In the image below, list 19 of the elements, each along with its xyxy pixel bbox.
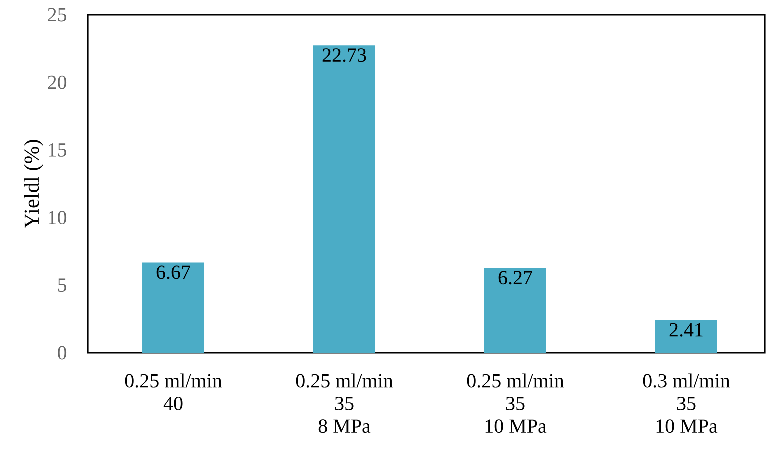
x-tick-label: 0.3 ml/min 35 10 MPa — [643, 374, 730, 434]
bar — [655, 320, 718, 353]
bar — [142, 262, 205, 353]
data-label: 2.41 — [670, 323, 703, 337]
y-tick-label: 20 — [48, 76, 67, 90]
y-tick-label: 25 — [48, 8, 67, 22]
bar — [314, 46, 376, 353]
bar — [484, 268, 546, 353]
x-tick-label: 0.25 ml/min 40 — [125, 374, 222, 410]
x-tick-label: 0.25 ml/min 35 10 MPa — [467, 374, 564, 434]
x-tick-label: 0.25 ml/min 35 8 MPa — [296, 374, 394, 434]
y-axis-title: Yieldl (%) — [24, 140, 44, 228]
y-tick-label: 0 — [58, 346, 67, 360]
y-tick-label: 10 — [49, 211, 67, 225]
data-label: 6.27 — [498, 271, 532, 285]
y-tick-label: 15 — [49, 144, 67, 157]
y-tick-label: 5 — [58, 278, 67, 292]
data-label: 6.67 — [156, 266, 190, 280]
data-label: 22.73 — [322, 48, 366, 62]
